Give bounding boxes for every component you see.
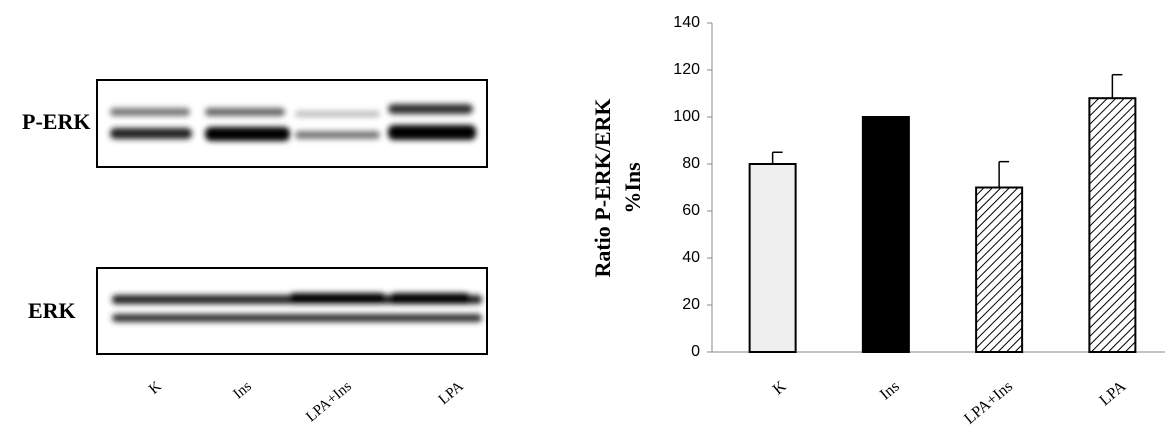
y-tick-label: 80 (682, 155, 700, 172)
y-tick-label: 100 (673, 108, 700, 125)
y-tick-label: 40 (682, 249, 700, 266)
x-tick-label: K (770, 378, 790, 399)
x-tick-label: LPA (1096, 378, 1129, 410)
y-tick-label: 120 (673, 61, 700, 78)
blot-panel (97, 80, 487, 167)
bar (750, 164, 796, 352)
blot-panel (97, 268, 487, 354)
y-tick-label: 60 (682, 202, 700, 219)
lane-label: K (146, 378, 165, 397)
y-tick-label: 0 (691, 343, 700, 360)
y-tick-label: 140 (673, 14, 700, 31)
blot-row-label: P-ERK (22, 109, 90, 134)
x-tick-label: LPA+Ins (961, 378, 1016, 428)
y-axis-label: Ratio P-ERK/ERK (590, 98, 615, 277)
bar (976, 188, 1022, 353)
y-tick-label: 20 (682, 296, 700, 313)
figure: P-ERK ERK K Ins LPA+Ins LPA Ratio P-ERK/… (0, 0, 1174, 428)
bar-chart: 0 20 40 60 80 100 120 140 K Ins LPA+Ins LPA (673, 14, 1165, 428)
bar (863, 117, 909, 352)
bar (1089, 98, 1135, 352)
lane-label: LPA+Ins (303, 378, 355, 425)
lane-label: Ins (230, 378, 254, 402)
blot-row-label: ERK (28, 298, 76, 323)
x-tick-label: Ins (877, 378, 903, 404)
lane-label: LPA (436, 378, 467, 408)
y-axis-label: %Ins (620, 162, 645, 214)
